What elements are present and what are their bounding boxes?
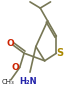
Text: H₂N: H₂N xyxy=(20,77,37,86)
Text: CH₃: CH₃ xyxy=(2,79,14,85)
Text: O: O xyxy=(6,39,14,48)
Text: S: S xyxy=(56,48,63,58)
Text: O: O xyxy=(11,63,19,72)
